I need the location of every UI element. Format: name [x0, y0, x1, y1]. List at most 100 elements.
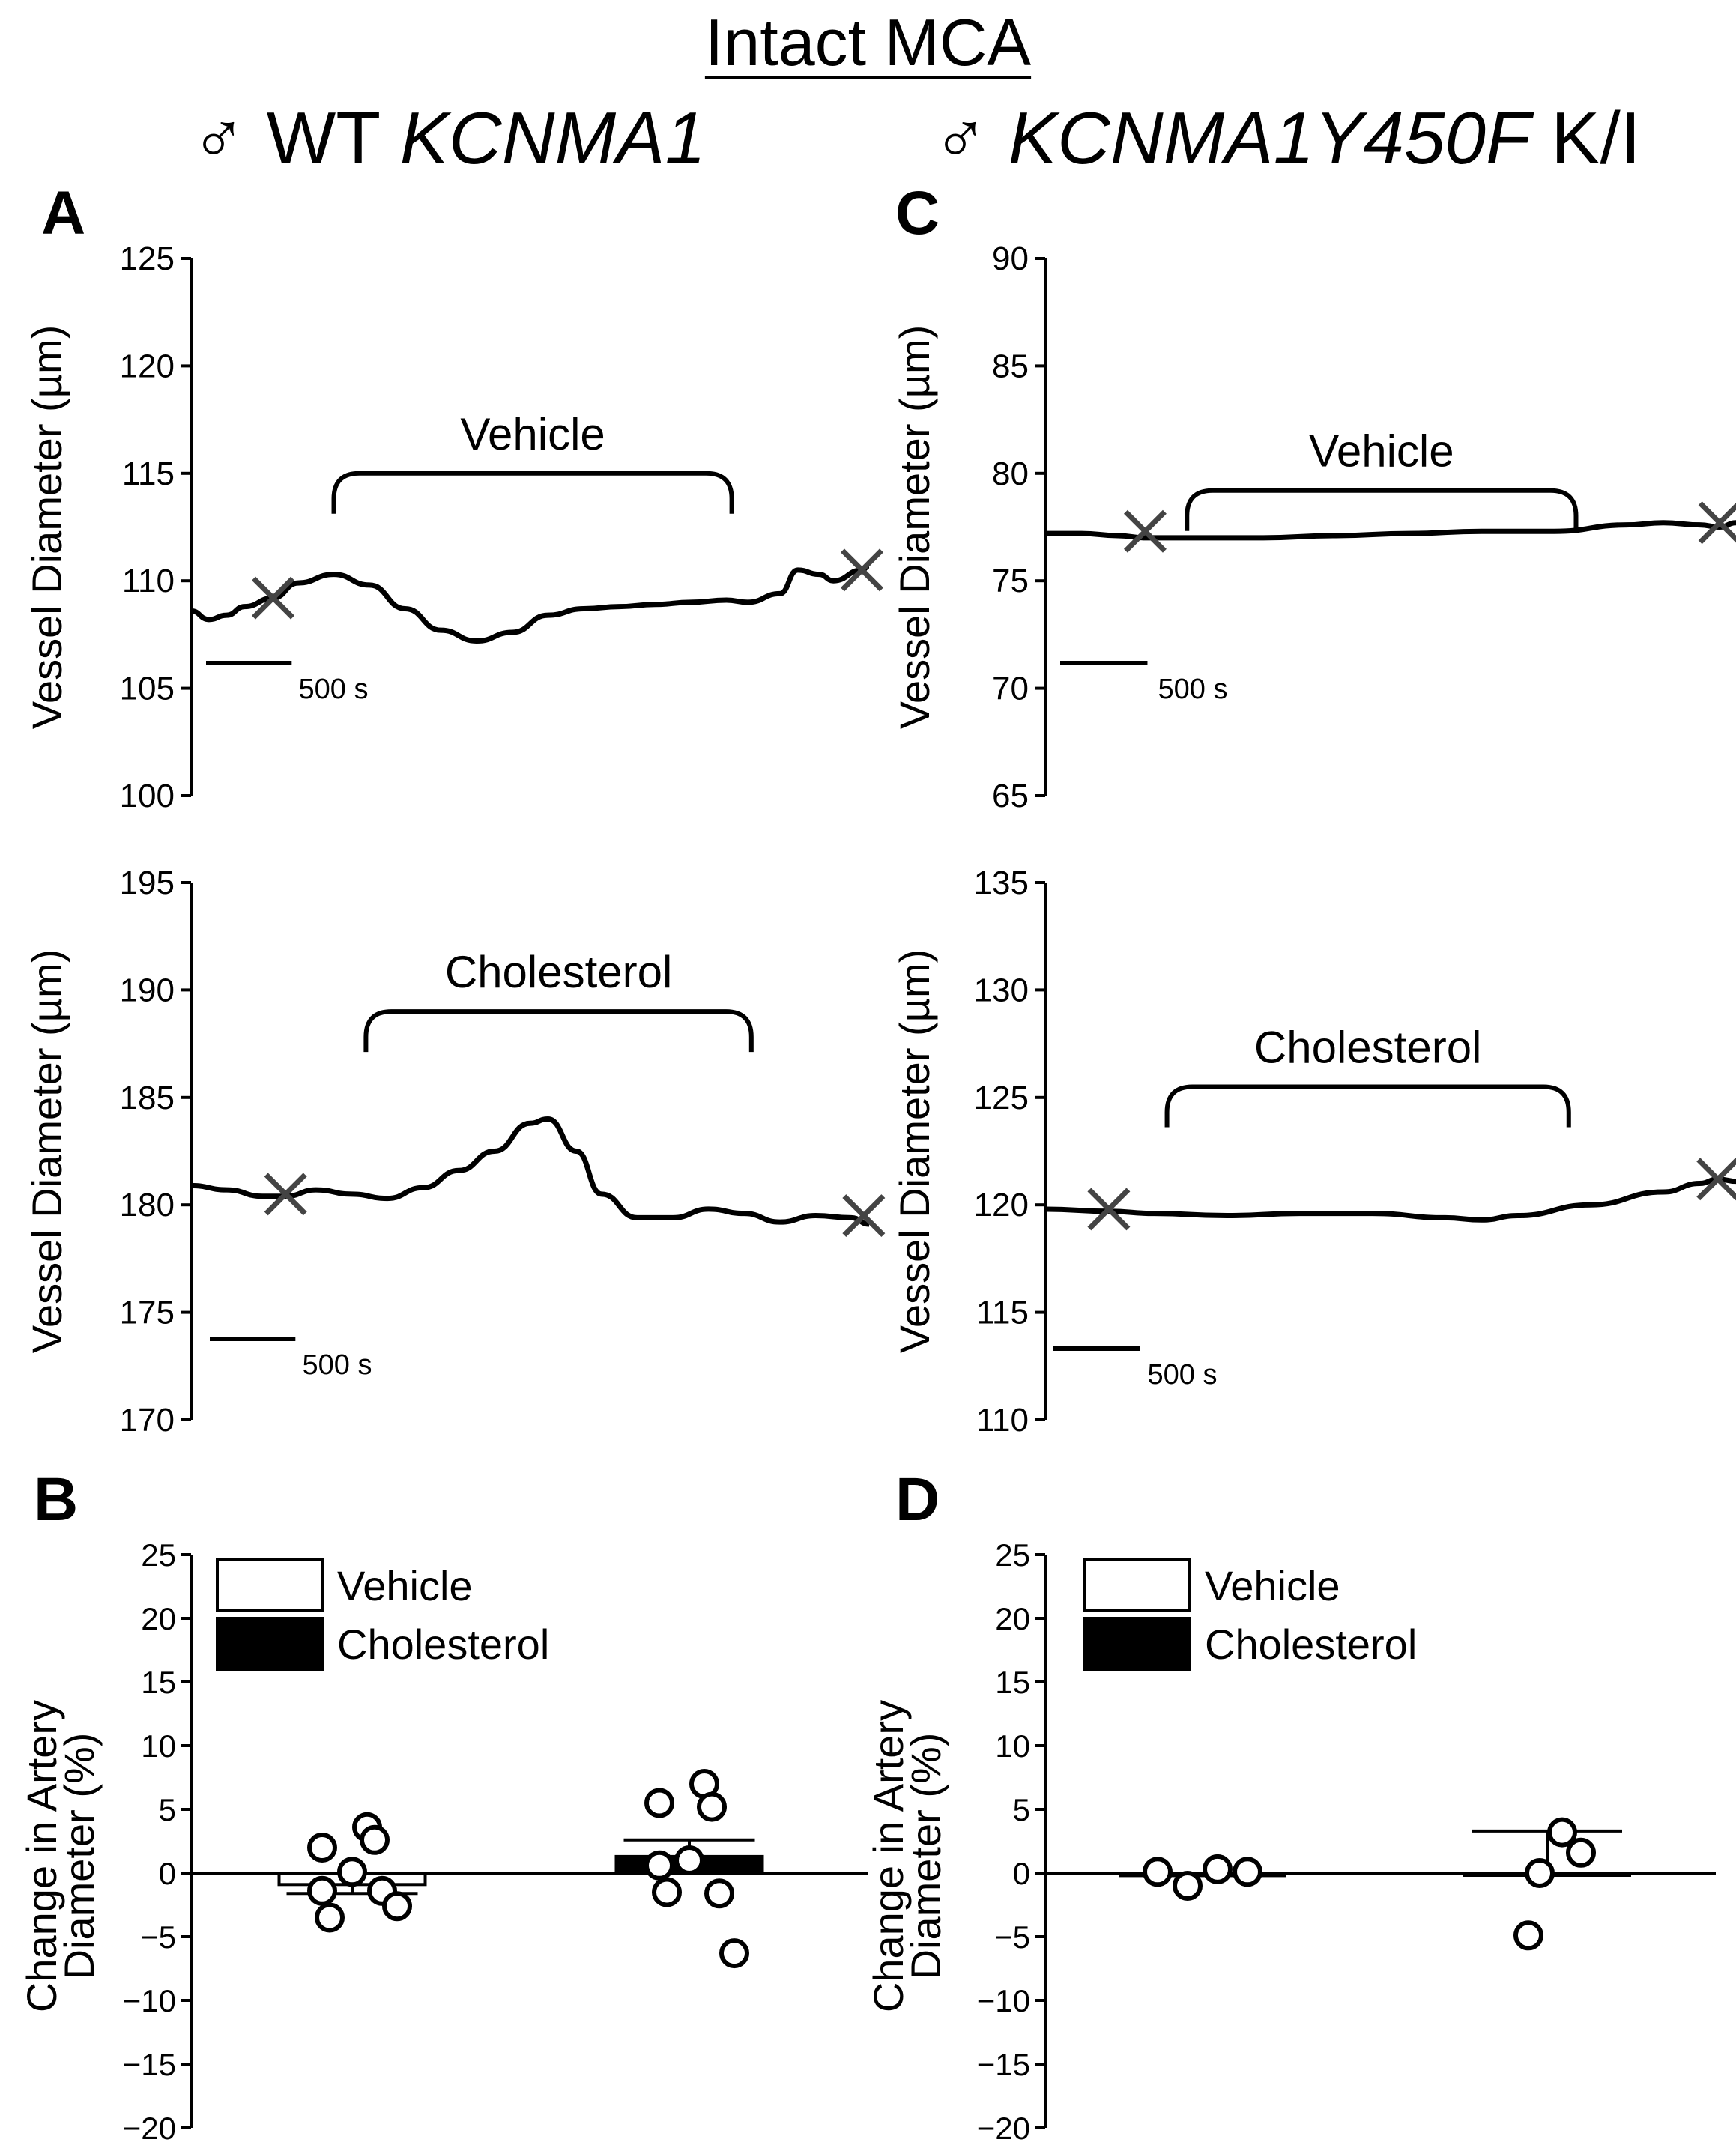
legend-swatch	[216, 1558, 324, 1612]
y-tick-label: 10	[141, 1728, 176, 1764]
y-tick-label: 110	[122, 563, 175, 599]
y-tick-label: −10	[977, 1983, 1030, 2018]
y-tick-label: −20	[977, 2111, 1030, 2142]
y-tick-label: 65	[992, 778, 1029, 814]
data-point	[1513, 1920, 1543, 1951]
gene-name: KCNMA1Y450F	[1008, 97, 1531, 179]
data-point	[644, 1788, 674, 1818]
y-axis-label: Vessel Diameter (µm)	[891, 325, 938, 730]
y-tick-label: 70	[992, 671, 1029, 707]
y-tick-label: 170	[120, 1402, 175, 1438]
y-tick-label: 120	[120, 348, 175, 384]
y-tick-label: 25	[141, 1537, 176, 1573]
figure-title: Intact MCA	[704, 5, 1032, 79]
y-tick-label: 80	[992, 456, 1029, 492]
legend-label: Cholesterol	[1205, 1621, 1417, 1668]
treatment-bracket	[1164, 1084, 1571, 1128]
data-point	[652, 1877, 682, 1907]
x-marker	[1696, 1158, 1736, 1201]
data-point	[1233, 1857, 1262, 1887]
scale-bar-label: 500 s	[1148, 1359, 1218, 1391]
gene-name: KCNMA1	[399, 97, 706, 179]
x-marker-stroke	[252, 576, 295, 620]
x-marker-stroke	[1698, 502, 1736, 545]
legend-label: Vehicle	[337, 1562, 473, 1609]
data-point	[337, 1857, 367, 1887]
scale-bar-label: 500 s	[303, 1349, 372, 1381]
scale-bar-label: 500 s	[299, 674, 369, 705]
legend-swatch	[216, 1617, 324, 1671]
y-tick-label: 110	[976, 1402, 1029, 1438]
y-tick-label: −5	[140, 1919, 176, 1955]
y-tick-label: 15	[995, 1665, 1030, 1700]
y-tick-label: 135	[974, 865, 1029, 901]
legend-label: Cholesterol	[337, 1621, 549, 1668]
y-axis-label: Change in Artery	[865, 1700, 912, 2012]
y-tick-label: 0	[159, 1856, 176, 1891]
scale-bar-label: 500 s	[1158, 674, 1228, 705]
x-marker-stroke	[1087, 1188, 1131, 1231]
y-tick-label: 105	[120, 671, 175, 707]
y-tick-label: 125	[120, 240, 175, 277]
y-tick-label: 85	[992, 348, 1029, 384]
y-tick-label: 120	[974, 1187, 1029, 1223]
diameter-trace	[1044, 1176, 1736, 1223]
y-tick-label: 15	[141, 1665, 176, 1700]
y-tick-label: 130	[974, 972, 1029, 1008]
data-point	[1143, 1857, 1173, 1887]
treatment-label: Vehicle	[460, 409, 605, 459]
y-tick-label: 90	[992, 240, 1029, 277]
y-tick-label: 175	[120, 1295, 175, 1331]
data-point	[307, 1875, 337, 1906]
panel-letter-d: D	[895, 1465, 940, 1534]
bar	[1119, 1872, 1286, 1878]
panel-letter-b: B	[34, 1465, 79, 1534]
column-header-wt: ♂ WT KCNMA1	[191, 96, 706, 181]
y-tick-label: 5	[159, 1792, 176, 1827]
y-tick-label: −15	[977, 2047, 1030, 2082]
y-axis-label: Vessel Diameter (µm)	[23, 949, 70, 1354]
data-point	[1547, 1817, 1577, 1848]
x-marker-stroke	[840, 548, 883, 592]
legend-swatch	[1083, 1617, 1191, 1671]
y-tick-label: 180	[120, 1187, 175, 1223]
x-marker	[840, 548, 883, 592]
male-symbol: ♂	[933, 97, 988, 179]
treatment-bracket	[331, 471, 734, 514]
y-tick-label: 20	[995, 1601, 1030, 1636]
x-marker	[1698, 501, 1736, 545]
treatment-label: Cholesterol	[1254, 1022, 1482, 1072]
x-marker-stroke	[1696, 1158, 1736, 1201]
y-tick-label: 100	[120, 778, 175, 814]
treatment-label: Vehicle	[1309, 426, 1454, 476]
male-symbol: ♂	[191, 97, 247, 179]
x-marker-stroke	[1123, 509, 1167, 553]
panel-letter-a: A	[41, 179, 86, 247]
diameter-trace	[190, 1116, 870, 1227]
legend-swatch	[1083, 1558, 1191, 1612]
y-axis-label: Vessel Diameter (µm)	[891, 949, 938, 1354]
data-point	[674, 1845, 704, 1875]
x-marker	[1087, 1188, 1131, 1231]
treatment-label: Cholesterol	[445, 947, 673, 997]
x-marker	[252, 576, 295, 620]
data-point	[1173, 1871, 1203, 1901]
legend-label: Vehicle	[1205, 1562, 1340, 1609]
data-point	[307, 1833, 337, 1863]
x-marker-stroke	[264, 1173, 307, 1216]
x-marker	[842, 1194, 886, 1238]
data-point	[1566, 1837, 1596, 1868]
data-point	[1203, 1854, 1233, 1884]
data-point	[644, 1850, 674, 1881]
y-axis-label: Vessel Diameter (µm)	[23, 325, 70, 730]
y-tick-label: 125	[974, 1080, 1029, 1116]
diameter-trace	[1044, 520, 1736, 541]
diameter-trace	[190, 563, 870, 644]
y-tick-label: 115	[976, 1295, 1029, 1331]
treatment-bracket	[363, 1009, 754, 1053]
genotype-prefix: WT	[266, 97, 400, 179]
y-tick-label: 20	[141, 1601, 176, 1636]
data-point	[704, 1878, 734, 1909]
x-marker	[264, 1173, 307, 1216]
